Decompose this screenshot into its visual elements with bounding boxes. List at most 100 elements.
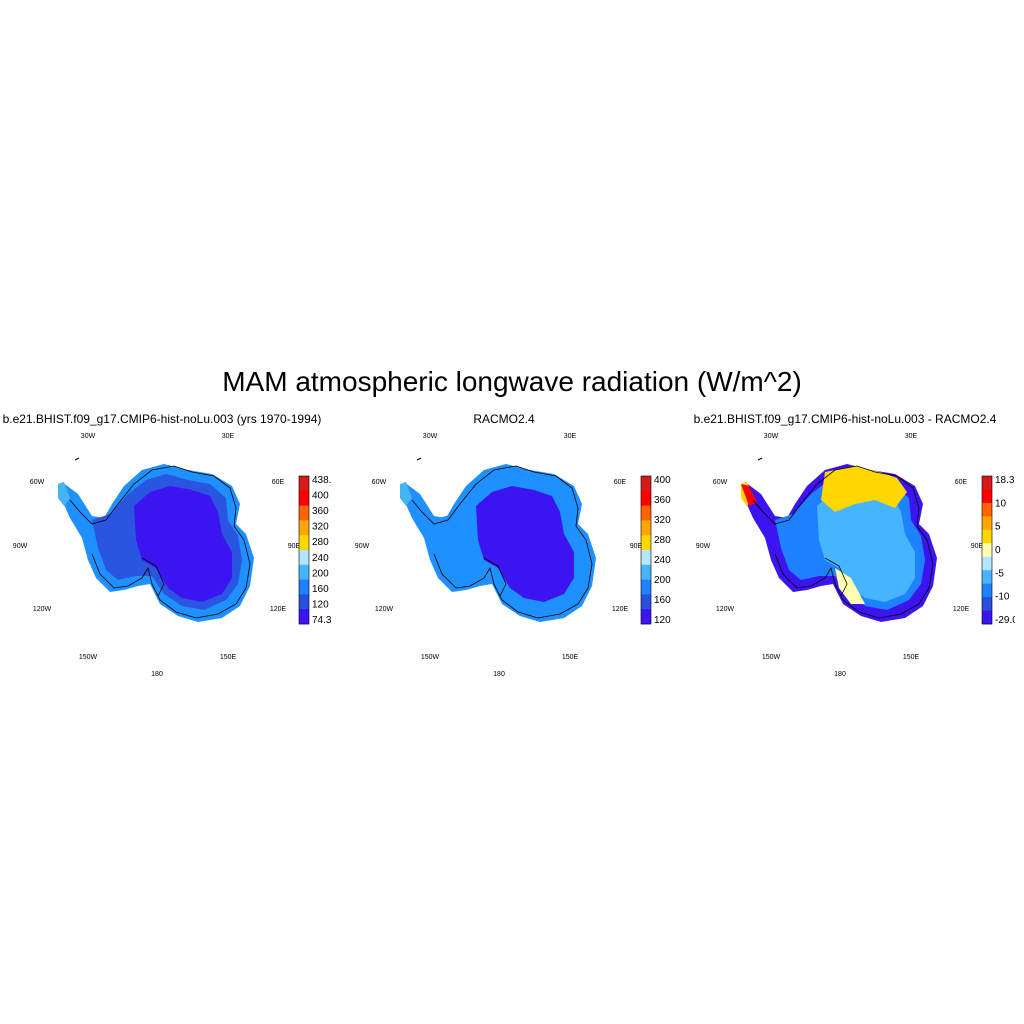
longitude-label: 30E <box>222 433 235 440</box>
interior-fill <box>817 486 915 602</box>
longitude-label: 150W <box>762 654 781 661</box>
mild-anomaly <box>835 568 865 604</box>
colorbar-label: 240 <box>654 555 671 566</box>
colorbar-label: 5 <box>995 522 1001 533</box>
colorbar-label: 360 <box>654 495 671 506</box>
model-panel: b.e21.BHIST.f09_g17.CMIP6-hist-noLu.003 … <box>0 408 332 688</box>
longitude-label: 180 <box>493 671 505 678</box>
longitude-label: 30E <box>564 433 577 440</box>
colorbar-swatch <box>982 476 992 490</box>
ice-shelf-line <box>141 557 165 597</box>
longitude-label: 60E <box>614 479 627 486</box>
colorbar-swatch <box>299 609 309 625</box>
colorbar-swatch <box>299 594 309 610</box>
colorbar-label: 10 <box>995 498 1007 509</box>
colorbar-label: 438.2 <box>312 475 332 486</box>
longitude-label: 150E <box>220 654 237 661</box>
longitude-label: 120E <box>612 606 629 613</box>
colorbar-label: 320 <box>312 522 329 533</box>
colorbar-label: 280 <box>654 535 671 546</box>
colorbar-swatch <box>982 529 992 544</box>
coastline <box>69 465 251 619</box>
colorbar-label: -10 <box>995 592 1010 603</box>
colorbar-label: 320 <box>654 515 671 526</box>
colorbar-swatch <box>641 520 651 536</box>
longitude-label: 60E <box>272 479 285 486</box>
peninsula-fill <box>400 482 412 506</box>
colorbar-swatch <box>299 490 309 506</box>
colorbar-swatch <box>982 583 992 598</box>
colorbar-swatch <box>641 535 651 551</box>
panel-title: RACMO2.4 <box>473 412 535 426</box>
longitude-label: 90E <box>971 543 984 550</box>
longitude-label: 90W <box>696 543 711 550</box>
colorbar-swatch <box>982 543 992 558</box>
colorbar-label: 400 <box>654 475 671 486</box>
longitude-label: 90E <box>288 543 301 550</box>
longitude-label: 60W <box>372 479 387 486</box>
interior-fill <box>134 486 232 602</box>
longitude-label: 90E <box>630 543 643 550</box>
colorbar-swatch <box>299 476 309 492</box>
colorbar-label: 18.31 <box>995 475 1015 486</box>
longitude-label: 60W <box>713 479 728 486</box>
colorbar-swatch <box>641 505 651 521</box>
colorbar-swatch <box>982 597 992 611</box>
colorbar-label: 160 <box>654 595 671 606</box>
colorbar-label: -5 <box>995 568 1004 579</box>
colorbar-swatch <box>982 502 992 517</box>
colorbar-swatch <box>299 579 309 595</box>
colorbar-label: -29.04 <box>995 615 1015 626</box>
longitude-label: 150W <box>79 654 98 661</box>
colorbar-label: 74.3 <box>312 615 332 626</box>
colorbar-frame <box>640 475 652 625</box>
longitude-label: 90W <box>13 543 28 550</box>
colorbar-swatch <box>982 516 992 531</box>
island-mark <box>74 457 80 461</box>
colorbar-swatch <box>641 550 651 566</box>
colorbar-label: 360 <box>312 506 329 517</box>
panel-title: b.e21.BHIST.f09_g17.CMIP6-hist-noLu.003 … <box>693 412 997 426</box>
longitude-label: 120W <box>33 606 52 613</box>
longitude-label: 90W <box>355 543 370 550</box>
colorbar-label: 400 <box>312 491 329 502</box>
panel-title: b.e21.BHIST.f09_g17.CMIP6-hist-noLu.003 … <box>2 412 322 426</box>
colorbar-label: 0 <box>995 545 1001 556</box>
colorbar-swatch <box>299 520 309 536</box>
colorbar-swatch <box>982 570 992 584</box>
interior-fill <box>476 486 574 602</box>
longitude-label: 150E <box>903 654 920 661</box>
difference-panel: b.e21.BHIST.f09_g17.CMIP6-hist-noLu.003 … <box>675 408 1015 688</box>
coastline <box>411 465 593 619</box>
longitude-label: 30W <box>423 433 438 440</box>
warm-anomaly <box>821 466 907 512</box>
antarctica-map: 30W 30E 60W 60E 90W 90E 120W 120E 150W 150E 180 18.… <box>696 433 1015 678</box>
colorbar-label: 280 <box>312 537 329 548</box>
ice-shelf-line <box>483 557 507 597</box>
figure-title: MAM atmospheric longwave radiation (W/m^… <box>222 366 802 397</box>
colorbar-label: 160 <box>312 584 329 595</box>
longitude-label: 120E <box>270 606 287 613</box>
racmo-panel: RACMO2.4 30W 30E 60W 60E 90W 90E 120W 120E 150W 1… <box>334 408 674 688</box>
colorbar-swatch <box>641 564 651 580</box>
colorbar-swatch <box>982 610 992 625</box>
longitude-label: 120E <box>953 606 970 613</box>
colorbar-label: 200 <box>312 568 329 579</box>
colorbar-label: 200 <box>654 575 671 586</box>
longitude-label: 60E <box>955 479 968 486</box>
longitude-label: 120W <box>375 606 394 613</box>
island-mark <box>416 457 422 461</box>
longitude-label: 30W <box>81 433 96 440</box>
colorbar-swatch <box>641 594 651 610</box>
longitude-label: 150W <box>421 654 440 661</box>
colorbar-label: 120 <box>312 599 329 610</box>
colorbar-swatch <box>299 505 309 521</box>
peninsula-fill <box>58 482 70 506</box>
longitude-label: 30W <box>764 433 779 440</box>
colorbar-swatch <box>641 579 651 595</box>
longitude-label: 180 <box>834 671 846 678</box>
longitude-label: 60W <box>30 479 45 486</box>
colorbar-frame <box>981 475 993 625</box>
antarctica-map: 30W 30E 60W 60E 90W 90E 120W 120E 150W 150E 180 400… <box>355 433 671 678</box>
colorbar-swatch <box>982 489 992 504</box>
